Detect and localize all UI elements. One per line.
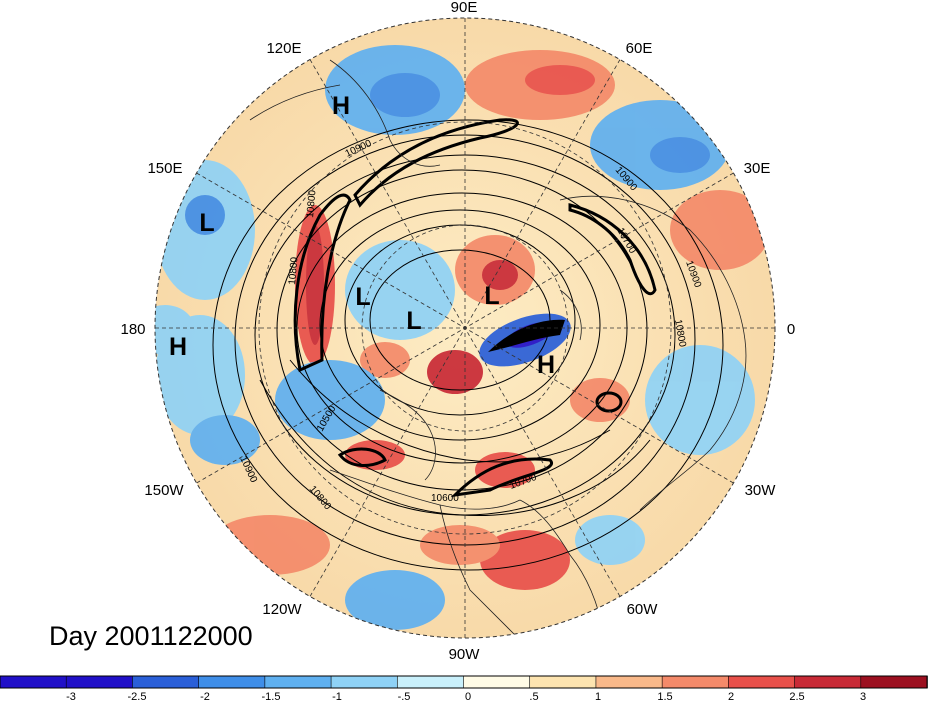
colorbar-box (728, 675, 796, 689)
contour-label: 10800 (672, 319, 688, 349)
colorbar-labels: -3 -2.5 -2 -1.5 -1 -.5 0 .5 1 1.5 2 2.5 … (66, 691, 866, 702)
colorbar-label: -1.5 (262, 691, 281, 702)
contour-label: 10800 (305, 189, 318, 218)
coastlines (249, 59, 747, 638)
lon-label-90w: 90W (449, 646, 481, 663)
colorbar-box (661, 675, 730, 689)
colorbar-label: 2 (728, 691, 734, 702)
lon-label-0: 0 (787, 321, 795, 338)
colorbar-boxes (0, 675, 928, 689)
lon-label-90e: 90E (451, 0, 478, 16)
colorbar-label: 1 (595, 691, 601, 702)
anomaly-shading (155, 45, 770, 630)
lon-label-150w: 150W (144, 482, 184, 499)
map-disc (155, 18, 775, 638)
colorbar-label: 1.5 (657, 691, 672, 702)
high-center-3: H (537, 351, 555, 379)
colorbar-box (264, 675, 332, 689)
low-center-2: L (355, 283, 370, 311)
colorbar: -3 -2.5 -2 -1.5 -1 -.5 0 .5 1 1.5 2 2.5 … (0, 675, 928, 702)
colorbar-box (198, 675, 266, 689)
colorbar-box (132, 675, 200, 689)
map-border (154, 17, 776, 639)
colorbar-box (330, 675, 399, 689)
colorbar-label: -2 (200, 691, 210, 702)
colorbar-label: 0 (465, 691, 471, 702)
colorbar-box (529, 675, 597, 689)
high-center-2: H (169, 333, 187, 361)
lon-label-30e: 30E (744, 160, 771, 177)
pressure-centers: H H H L L L L (169, 92, 555, 379)
contour-label: 10800 (287, 256, 300, 285)
high-center-1: H (332, 92, 350, 120)
colorbar-label: .5 (529, 691, 538, 702)
low-center-4: L (484, 282, 499, 310)
colorbar-frame (0, 675, 928, 689)
colorbar-label: -1 (332, 691, 342, 702)
colorbar-box (463, 675, 531, 689)
low-center-1: L (199, 209, 214, 237)
colorbar-label: 2.5 (789, 691, 804, 702)
colorbar-label: 3 (860, 691, 866, 702)
colorbar-box (860, 675, 928, 689)
lon-label-120e: 120E (266, 40, 301, 57)
colorbar-box (396, 675, 465, 689)
colorbar-label: -3 (66, 691, 76, 702)
lon-label-150e: 150E (147, 160, 182, 177)
colorbar-box (0, 675, 68, 689)
longitude-labels: 90E 60E 30E 120E 150E 0 180 30W 60W 90W … (120, 0, 795, 663)
graticule (155, 18, 775, 638)
trough-core (488, 319, 565, 352)
colorbar-label: -.5 (398, 691, 411, 702)
low-center-3: L (406, 307, 421, 335)
lon-label-30w: 30W (745, 482, 777, 499)
lon-label-60w: 60W (627, 601, 659, 618)
colorbar-box (65, 675, 134, 689)
lon-label-120w: 120W (262, 601, 302, 618)
contour-label: 10600 (431, 493, 459, 504)
colorbar-label: -2.5 (128, 691, 147, 702)
colorbar-box (595, 675, 663, 689)
lon-label-180: 180 (120, 321, 145, 338)
colorbar-box (794, 675, 862, 689)
lon-label-60e: 60E (626, 40, 653, 57)
figure-title: Day 2001122000 (49, 621, 253, 651)
